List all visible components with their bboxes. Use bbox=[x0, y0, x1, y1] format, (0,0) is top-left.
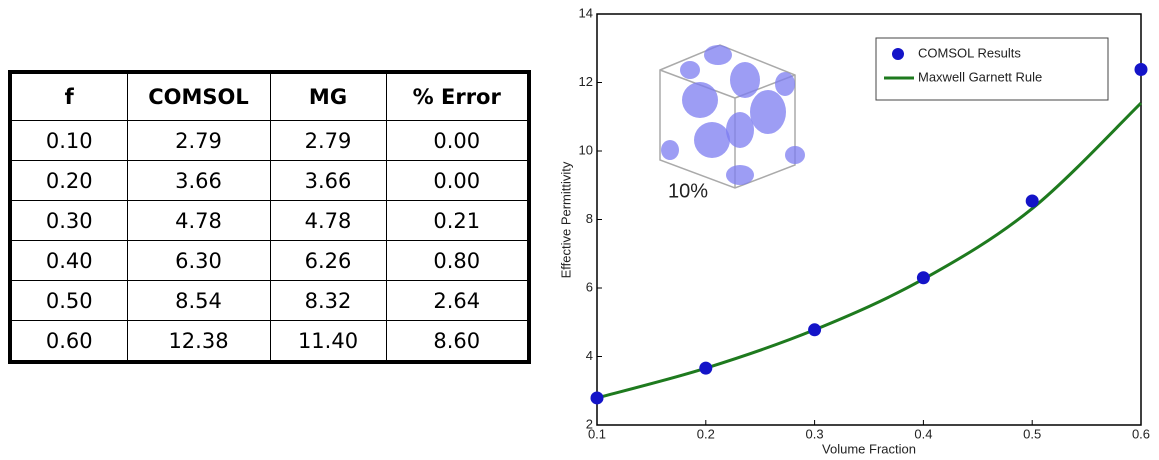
x-axis-label: Volume Fraction bbox=[822, 441, 916, 456]
y-tick-label: 8 bbox=[586, 211, 593, 226]
data-point bbox=[1135, 63, 1148, 76]
y-axis-label: Effective Permittivity bbox=[558, 161, 573, 278]
chart: 10% Volume Fraction Effective Permittivi… bbox=[0, 0, 1159, 460]
data-point bbox=[591, 391, 604, 404]
legend-label: Maxwell Garnett Rule bbox=[918, 69, 1042, 84]
x-tick-label: 0.2 bbox=[697, 426, 715, 441]
y-tick-label: 12 bbox=[579, 74, 593, 89]
page: {"table": {"header": ["f", "COMSOL", "MG… bbox=[0, 0, 1159, 460]
x-tick-label: 0.5 bbox=[1023, 426, 1041, 441]
y-tick-label: 10 bbox=[579, 142, 593, 157]
data-point bbox=[699, 362, 712, 375]
x-tick-label: 0.6 bbox=[1132, 426, 1150, 441]
x-tick-label: 0.4 bbox=[914, 426, 932, 441]
legend-label: COMSOL Results bbox=[918, 45, 1021, 60]
data-point bbox=[808, 323, 821, 336]
data-point bbox=[1026, 195, 1039, 208]
y-tick-label: 14 bbox=[579, 5, 593, 20]
y-tick-label: 6 bbox=[586, 279, 593, 294]
x-tick-label: 0.3 bbox=[806, 426, 824, 441]
inset-cube bbox=[660, 45, 805, 188]
y-tick-label: 4 bbox=[586, 348, 593, 363]
data-point bbox=[917, 271, 930, 284]
legend-symbol bbox=[892, 48, 904, 60]
y-tick-label: 2 bbox=[586, 416, 593, 431]
annotation: 10% bbox=[668, 180, 708, 202]
